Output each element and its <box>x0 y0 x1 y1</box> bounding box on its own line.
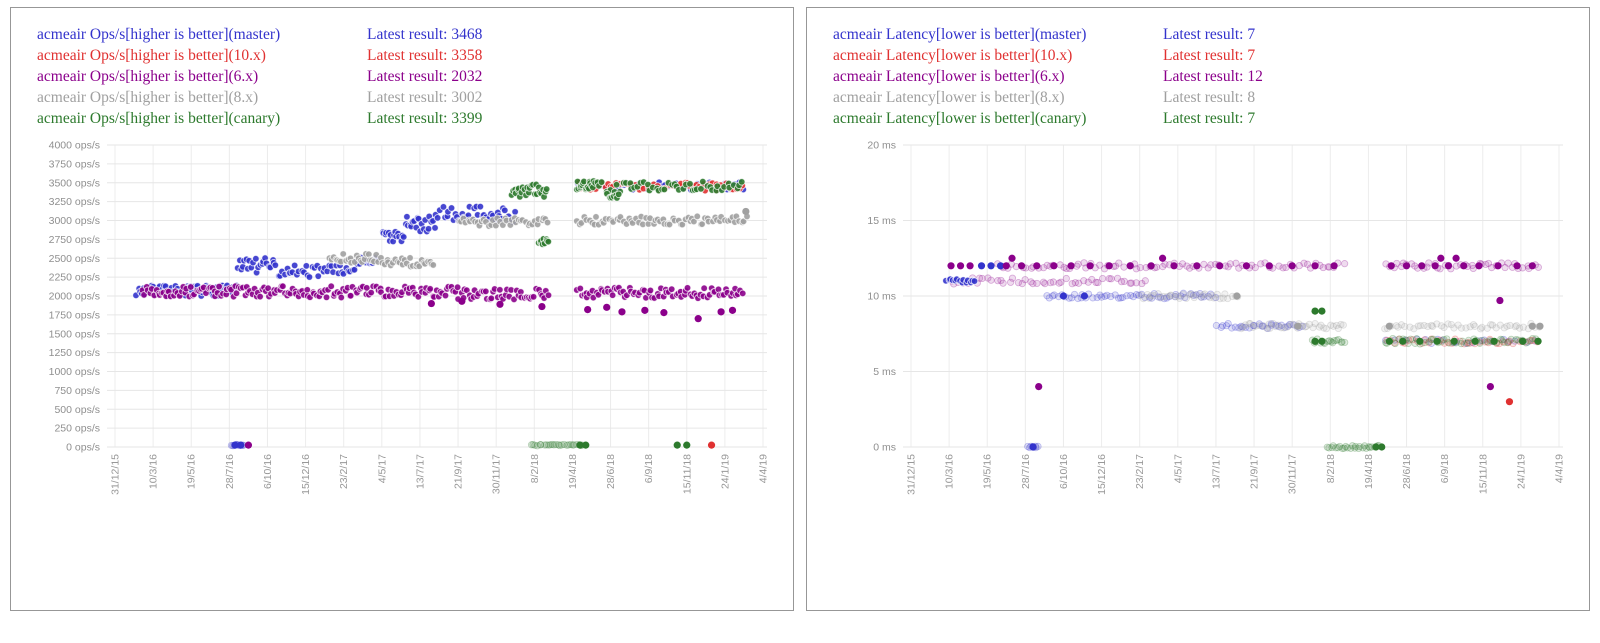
svg-text:1250 ops/s: 1250 ops/s <box>49 347 100 359</box>
ops-scatter-chart[interactable]: 31/12/15 10/3/16 19/5/16 28/7/16 6/10/16 15/1… <box>19 135 779 535</box>
svg-text:750 ops/s: 750 ops/s <box>54 385 100 397</box>
svg-text:13/7/17: 13/7/17 <box>414 454 426 489</box>
latest-result: Latest result: 3399 <box>367 110 483 127</box>
svg-text:28/7/16: 28/7/16 <box>1020 454 1032 489</box>
svg-text:4/4/19: 4/4/19 <box>758 454 770 483</box>
svg-text:3750 ops/s: 3750 ops/s <box>49 158 100 170</box>
svg-text:2000 ops/s: 2000 ops/s <box>49 291 100 303</box>
svg-text:8/2/18: 8/2/18 <box>1325 454 1337 483</box>
svg-text:4/5/17: 4/5/17 <box>376 454 388 483</box>
legend-row-master: acmeair Ops/s[higher is better](master) L… <box>37 24 793 45</box>
svg-text:24/1/19: 24/1/19 <box>719 454 731 489</box>
latest-result: Latest result: 7 <box>1163 47 1256 64</box>
svg-text:23/2/17: 23/2/17 <box>338 454 350 489</box>
series-label: acmeair Ops/s[higher is better](canary) <box>37 110 281 127</box>
legend-row-master: acmeair Latency[lower is better](master)… <box>833 24 1589 45</box>
latest-result: Latest result: 8 <box>1163 89 1256 106</box>
svg-text:31/12/15: 31/12/15 <box>906 454 918 495</box>
legend-row-6.x: acmeair Ops/s[higher is better](6.x) Late… <box>37 66 793 87</box>
legend-row-8.x: acmeair Ops/s[higher is better](8.x) Late… <box>37 87 793 108</box>
svg-text:3000 ops/s: 3000 ops/s <box>49 215 100 227</box>
legend-row-10.x: acmeair Ops/s[higher is better](10.x) Lat… <box>37 45 793 66</box>
latency-chart-panel: acmeair Latency[lower is better](master)… <box>806 7 1590 611</box>
svg-text:24/1/19: 24/1/19 <box>1515 454 1527 489</box>
svg-text:2750 ops/s: 2750 ops/s <box>49 234 100 246</box>
svg-text:3500 ops/s: 3500 ops/s <box>49 177 100 189</box>
series-label: acmeair Latency[lower is better](6.x) <box>833 68 1065 85</box>
legend-row-canary: acmeair Latency[lower is better](canary)… <box>833 108 1589 129</box>
latest-result: Latest result: 7 <box>1163 110 1256 127</box>
svg-text:6/10/16: 6/10/16 <box>1058 454 1070 489</box>
svg-text:15/11/18: 15/11/18 <box>1477 454 1489 494</box>
svg-text:10/3/16: 10/3/16 <box>148 454 160 489</box>
svg-text:3250 ops/s: 3250 ops/s <box>49 196 100 208</box>
series-label: acmeair Latency[lower is better](canary) <box>833 110 1087 127</box>
ops-chart-panel: acmeair Ops/s[higher is better](master) L… <box>10 7 794 611</box>
latency-legend: acmeair Latency[lower is better](master)… <box>807 8 1589 133</box>
svg-text:19/5/16: 19/5/16 <box>982 454 994 489</box>
svg-text:15/12/16: 15/12/16 <box>1096 454 1108 495</box>
svg-text:28/6/18: 28/6/18 <box>605 454 617 489</box>
latest-result: Latest result: 3468 <box>367 26 483 43</box>
svg-text:13/7/17: 13/7/17 <box>1210 454 1222 489</box>
svg-text:1500 ops/s: 1500 ops/s <box>49 328 100 340</box>
svg-text:5 ms: 5 ms <box>873 366 896 378</box>
svg-text:4000 ops/s: 4000 ops/s <box>49 140 100 152</box>
svg-text:6/9/18: 6/9/18 <box>643 454 655 483</box>
latest-result: Latest result: 3358 <box>367 47 483 64</box>
svg-text:2250 ops/s: 2250 ops/s <box>49 272 100 284</box>
ops-legend: acmeair Ops/s[higher is better](master) L… <box>11 8 793 133</box>
svg-text:19/4/18: 19/4/18 <box>567 454 579 489</box>
svg-text:23/2/17: 23/2/17 <box>1134 454 1146 489</box>
svg-text:28/6/18: 28/6/18 <box>1401 454 1413 489</box>
legend-row-6.x: acmeair Latency[lower is better](6.x) Lat… <box>833 66 1589 87</box>
svg-text:4/4/19: 4/4/19 <box>1554 454 1566 483</box>
svg-text:10/3/16: 10/3/16 <box>944 454 956 489</box>
series-label: acmeair Ops/s[higher is better](10.x) <box>37 47 266 64</box>
series-label: acmeair Ops/s[higher is better](6.x) <box>37 68 259 85</box>
svg-text:0 ms: 0 ms <box>873 442 896 454</box>
latency-scatter-chart[interactable]: 31/12/15 10/3/16 19/5/16 28/7/16 6/10/16 15/1… <box>815 135 1575 535</box>
svg-text:2500 ops/s: 2500 ops/s <box>49 253 100 265</box>
series-label: acmeair Ops/s[higher is better](8.x) <box>37 89 259 106</box>
svg-text:21/9/17: 21/9/17 <box>1249 454 1261 489</box>
series-label: acmeair Latency[lower is better](8.x) <box>833 89 1065 106</box>
svg-text:6/9/18: 6/9/18 <box>1439 454 1451 483</box>
svg-text:19/5/16: 19/5/16 <box>186 454 198 489</box>
svg-text:19/4/18: 19/4/18 <box>1363 454 1375 489</box>
svg-text:0 ops/s: 0 ops/s <box>66 442 100 454</box>
latest-result: Latest result: 7 <box>1163 26 1256 43</box>
svg-text:10 ms: 10 ms <box>867 291 896 303</box>
svg-text:30/11/17: 30/11/17 <box>491 454 503 494</box>
svg-text:15 ms: 15 ms <box>867 215 896 227</box>
latest-result: Latest result: 3002 <box>367 89 483 106</box>
svg-text:1000 ops/s: 1000 ops/s <box>49 366 100 378</box>
series-label: acmeair Latency[lower is better](master) <box>833 26 1087 43</box>
series-label: acmeair Ops/s[higher is better](master) <box>37 26 281 43</box>
svg-text:500 ops/s: 500 ops/s <box>54 404 100 416</box>
legend-row-canary: acmeair Ops/s[higher is better](canary) L… <box>37 108 793 129</box>
svg-text:21/9/17: 21/9/17 <box>453 454 465 489</box>
svg-text:15/11/18: 15/11/18 <box>681 454 693 494</box>
svg-text:20 ms: 20 ms <box>867 140 896 152</box>
legend-row-8.x: acmeair Latency[lower is better](8.x) Lat… <box>833 87 1589 108</box>
series-label: acmeair Latency[lower is better](10.x) <box>833 47 1073 64</box>
svg-text:6/10/16: 6/10/16 <box>262 454 274 489</box>
svg-text:30/11/17: 30/11/17 <box>1287 454 1299 494</box>
svg-text:31/12/15: 31/12/15 <box>110 454 122 495</box>
svg-text:1750 ops/s: 1750 ops/s <box>49 309 100 321</box>
svg-text:8/2/18: 8/2/18 <box>529 454 541 483</box>
legend-row-10.x: acmeair Latency[lower is better](10.x) La… <box>833 45 1589 66</box>
svg-text:28/7/16: 28/7/16 <box>224 454 236 489</box>
latest-result: Latest result: 2032 <box>367 68 483 85</box>
svg-text:15/12/16: 15/12/16 <box>300 454 312 495</box>
svg-text:4/5/17: 4/5/17 <box>1172 454 1184 483</box>
svg-text:250 ops/s: 250 ops/s <box>54 423 100 435</box>
latest-result: Latest result: 12 <box>1163 68 1263 85</box>
